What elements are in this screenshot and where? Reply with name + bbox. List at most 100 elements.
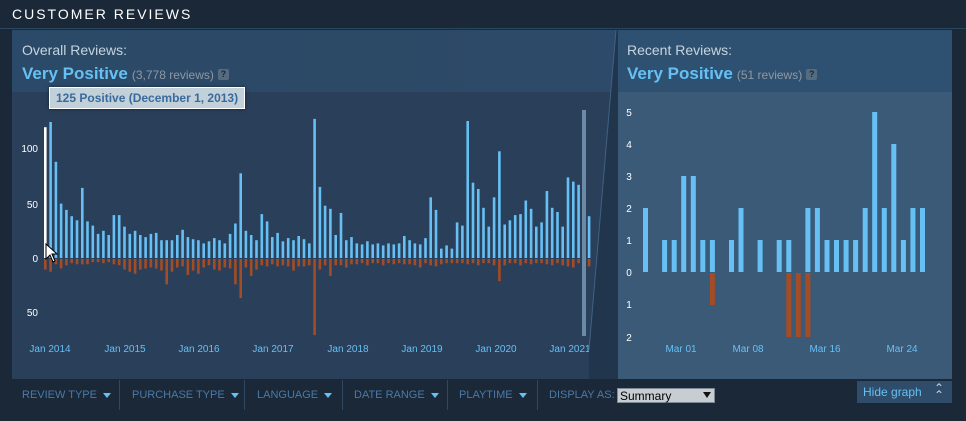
- negative-bar[interactable]: [461, 259, 464, 264]
- positive-bar[interactable]: [729, 240, 734, 272]
- positive-bar[interactable]: [91, 225, 95, 258]
- negative-bar[interactable]: [350, 259, 353, 265]
- negative-bar[interactable]: [795, 273, 801, 337]
- filter-review-type[interactable]: REVIEW TYPE: [12, 380, 120, 410]
- positive-bar[interactable]: [786, 240, 792, 272]
- positive-bar[interactable]: [891, 144, 897, 272]
- negative-bar[interactable]: [450, 259, 454, 264]
- positive-bar[interactable]: [535, 226, 538, 258]
- negative-bar[interactable]: [271, 259, 274, 265]
- positive-bar[interactable]: [455, 222, 459, 258]
- negative-bar[interactable]: [297, 259, 300, 267]
- positive-bar[interactable]: [824, 240, 830, 272]
- negative-bar[interactable]: [265, 259, 269, 267]
- positive-bar[interactable]: [418, 244, 422, 258]
- positive-bar[interactable]: [556, 212, 559, 258]
- positive-bar[interactable]: [345, 240, 348, 258]
- negative-bar[interactable]: [587, 259, 591, 267]
- negative-bar[interactable]: [202, 259, 205, 268]
- positive-bar[interactable]: [202, 243, 205, 258]
- positive-bar[interactable]: [65, 209, 68, 258]
- negative-bar[interactable]: [566, 259, 570, 267]
- positive-bar[interactable]: [239, 173, 242, 258]
- negative-bar[interactable]: [197, 259, 200, 274]
- positive-bar[interactable]: [387, 243, 390, 258]
- positive-bar[interactable]: [508, 220, 512, 258]
- negative-bar[interactable]: [550, 259, 554, 266]
- positive-bar[interactable]: [86, 221, 89, 258]
- negative-bar[interactable]: [123, 259, 126, 270]
- positive-bar[interactable]: [160, 240, 163, 258]
- positive-bar[interactable]: [843, 240, 849, 272]
- recent-summary[interactable]: Very Positive (51 reviews)?: [627, 64, 818, 84]
- positive-bar[interactable]: [545, 191, 549, 258]
- positive-bar[interactable]: [381, 245, 385, 258]
- negative-bar[interactable]: [529, 259, 533, 265]
- positive-bar[interactable]: [350, 237, 353, 258]
- positive-bar[interactable]: [128, 233, 132, 258]
- filter-date-range[interactable]: DATE RANGE: [344, 380, 448, 410]
- positive-bar[interactable]: [466, 121, 469, 258]
- negative-bar[interactable]: [276, 259, 279, 267]
- negative-bar[interactable]: [805, 273, 811, 337]
- negative-bar[interactable]: [572, 259, 575, 268]
- negative-bar[interactable]: [281, 259, 285, 266]
- positive-bar[interactable]: [397, 243, 401, 258]
- negative-bar[interactable]: [513, 259, 517, 264]
- positive-bar[interactable]: [408, 240, 411, 258]
- positive-bar[interactable]: [403, 236, 406, 258]
- positive-bar[interactable]: [339, 213, 343, 258]
- negative-bar[interactable]: [260, 259, 264, 266]
- negative-bar[interactable]: [545, 259, 549, 265]
- negative-bar[interactable]: [540, 259, 543, 264]
- positive-bar[interactable]: [450, 248, 454, 258]
- positive-bar[interactable]: [176, 235, 179, 258]
- negative-bar[interactable]: [786, 273, 792, 337]
- negative-bar[interactable]: [381, 259, 385, 266]
- negative-bar[interactable]: [86, 259, 89, 265]
- negative-bar[interactable]: [524, 259, 528, 264]
- positive-bar[interactable]: [197, 240, 200, 258]
- positive-bar[interactable]: [112, 215, 116, 258]
- positive-bar[interactable]: [776, 240, 782, 272]
- positive-bar[interactable]: [334, 235, 337, 258]
- overall-summary-text[interactable]: Very Positive: [22, 64, 128, 83]
- positive-bar[interactable]: [255, 240, 258, 258]
- positive-bar[interactable]: [376, 243, 380, 258]
- positive-bar[interactable]: [260, 214, 264, 258]
- positive-bar[interactable]: [540, 222, 543, 258]
- negative-bar[interactable]: [424, 259, 427, 264]
- positive-bar[interactable]: [44, 127, 47, 258]
- positive-bar[interactable]: [492, 197, 496, 258]
- positive-bar[interactable]: [529, 208, 533, 258]
- negative-bar[interactable]: [392, 259, 396, 265]
- recent-reviews-chart[interactable]: 5 4 3 2 1 0 1 2 Mar 01 Mar 08 Mar 16 Mar 24: [617, 92, 952, 379]
- positive-bar[interactable]: [434, 209, 438, 258]
- positive-bar[interactable]: [503, 224, 506, 259]
- negative-bar[interactable]: [165, 259, 168, 285]
- positive-bar[interactable]: [286, 238, 290, 258]
- positive-bar[interactable]: [144, 237, 147, 258]
- positive-bar[interactable]: [308, 243, 311, 258]
- negative-bar[interactable]: [503, 259, 506, 266]
- positive-bar[interactable]: [805, 208, 811, 272]
- negative-bar[interactable]: [154, 259, 158, 269]
- filter-playtime[interactable]: PLAYTIME: [449, 380, 538, 410]
- negative-bar[interactable]: [213, 259, 216, 270]
- negative-bar[interactable]: [112, 259, 116, 265]
- negative-bar[interactable]: [482, 259, 485, 264]
- positive-bar[interactable]: [519, 214, 522, 258]
- negative-bar[interactable]: [334, 259, 337, 266]
- positive-bar[interactable]: [371, 244, 374, 258]
- negative-bar[interactable]: [413, 259, 417, 266]
- positive-bar[interactable]: [81, 187, 84, 258]
- positive-bar[interactable]: [445, 245, 448, 258]
- positive-bar[interactable]: [738, 208, 744, 272]
- negative-bar[interactable]: [228, 259, 232, 269]
- positive-bar[interactable]: [355, 243, 359, 258]
- negative-bar[interactable]: [96, 259, 100, 263]
- positive-bar[interactable]: [392, 244, 396, 258]
- negative-bar[interactable]: [471, 259, 475, 264]
- positive-bar[interactable]: [117, 215, 121, 258]
- positive-bar[interactable]: [900, 240, 906, 272]
